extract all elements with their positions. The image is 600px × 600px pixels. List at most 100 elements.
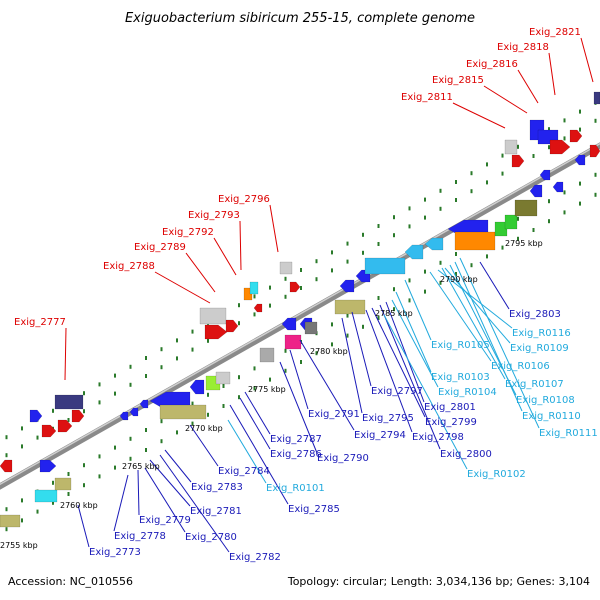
bottom-strand-label: Exig_2795 — [362, 413, 414, 424]
top-strand-label: Exig_2777 — [14, 317, 66, 328]
guide-dot — [517, 236, 519, 241]
guide-dot — [191, 347, 194, 352]
gene-feature — [249, 281, 259, 295]
gene-feature — [424, 237, 444, 251]
guide-dot — [114, 445, 116, 450]
guide-dot — [594, 192, 597, 197]
guide-dot — [83, 409, 85, 414]
top-label-callout — [269, 204, 279, 253]
bottom-label-callout — [404, 279, 432, 341]
top-label-callout — [548, 52, 556, 96]
bottom-strand-label: Exig_2797 — [371, 386, 423, 397]
axis-tick-label: 2795 kbp — [505, 239, 543, 248]
bottom-strand-label: Exig_2773 — [89, 547, 141, 558]
bottom-strand-label: Exig_2791 — [308, 409, 360, 420]
gene-feature — [404, 244, 424, 260]
guide-dot — [439, 188, 442, 193]
bottom-label-callout — [244, 391, 271, 435]
guide-dot — [191, 401, 194, 406]
bottom-strand-label: Exig_2786 — [270, 449, 322, 460]
guide-dot — [579, 181, 581, 186]
guide-dot — [207, 412, 209, 417]
bottom-label-callout — [371, 307, 426, 418]
guide-dot — [486, 180, 488, 185]
bottom-label-callout — [365, 309, 413, 433]
guide-dot — [470, 171, 473, 176]
guide-dot — [331, 250, 333, 255]
gene-feature — [304, 321, 318, 335]
bottom-strand-label: Exig_R0107 — [505, 379, 564, 390]
guide-dot — [114, 373, 116, 378]
guide-dot — [98, 400, 101, 405]
guide-dot — [455, 252, 457, 256]
bottom-label-callout — [351, 311, 372, 387]
guide-dot — [253, 386, 256, 391]
bottom-label-callout — [454, 261, 523, 412]
guide-dot — [579, 109, 581, 114]
guide-dot — [470, 263, 473, 268]
bottom-strand-label: Exig_2778 — [114, 531, 166, 542]
gene-feature — [129, 407, 139, 417]
bottom-strand-label: Exig_R0111 — [539, 428, 598, 439]
guide-dot — [222, 384, 225, 388]
guide-dot — [176, 338, 178, 343]
guide-dot — [346, 241, 349, 246]
guide-dot — [408, 224, 411, 229]
guide-dot — [393, 307, 395, 312]
guide-dot — [191, 329, 194, 334]
guide-dot — [548, 145, 550, 150]
guide-dot — [207, 392, 209, 397]
bottom-strand-label: Exig_2790 — [317, 453, 369, 464]
guide-dot — [594, 118, 597, 123]
guide-dot — [362, 250, 364, 255]
guide-dot — [377, 316, 380, 320]
bottom-label-callout — [395, 291, 432, 373]
guide-dot — [222, 404, 225, 408]
guide-dot — [439, 280, 442, 285]
guide-dot — [36, 509, 39, 514]
gene-feature — [199, 307, 227, 325]
bottom-label-callout — [429, 271, 492, 362]
guide-dot — [408, 278, 411, 283]
guide-dot — [160, 347, 163, 352]
guide-dot — [331, 342, 333, 347]
gene-feature — [514, 199, 538, 217]
bottom-strand-label: Exig_R0108 — [516, 395, 575, 406]
guide-dot — [346, 313, 349, 318]
bottom-strand-label: Exig_2787 — [270, 434, 322, 445]
axis-tick-label: 2790 kbp — [440, 275, 478, 284]
axis-tick-label: 2755 kbp — [0, 541, 38, 550]
bottom-strand-label: Exig_2800 — [440, 449, 492, 460]
top-strand-label: Exig_2811 — [401, 92, 453, 103]
guide-dot — [145, 356, 147, 360]
guide-dot — [424, 197, 426, 202]
guide-dot — [160, 365, 163, 370]
guide-dot — [253, 312, 256, 317]
guide-dot — [5, 453, 8, 458]
bottom-label-callout — [383, 314, 468, 470]
top-strand-label: Exig_2815 — [432, 75, 484, 86]
guide-dot — [315, 259, 318, 264]
gene-feature — [259, 347, 275, 363]
bottom-label-callout — [229, 404, 289, 505]
top-label-callout — [64, 327, 67, 381]
gene-feature — [529, 184, 543, 198]
gene-feature — [574, 154, 586, 166]
guide-dot — [548, 199, 550, 204]
bottom-strand-label: Exig_R0103 — [431, 372, 490, 383]
bottom-label-callout — [137, 469, 140, 516]
bottom-label-callout — [299, 339, 355, 431]
bottom-label-callout — [159, 454, 230, 553]
guide-dot — [114, 465, 116, 470]
guide-dot — [160, 419, 163, 424]
bottom-strand-label: Exig_R0116 — [512, 328, 571, 339]
guide-dot — [160, 439, 163, 444]
guide-dot — [269, 377, 271, 382]
guide-dot — [579, 201, 581, 206]
bottom-strand-label: Exig_R0101 — [266, 483, 325, 494]
guide-dot — [346, 259, 349, 264]
guide-dot — [67, 418, 70, 422]
guide-dot — [52, 408, 54, 413]
guide-dot — [83, 391, 85, 396]
